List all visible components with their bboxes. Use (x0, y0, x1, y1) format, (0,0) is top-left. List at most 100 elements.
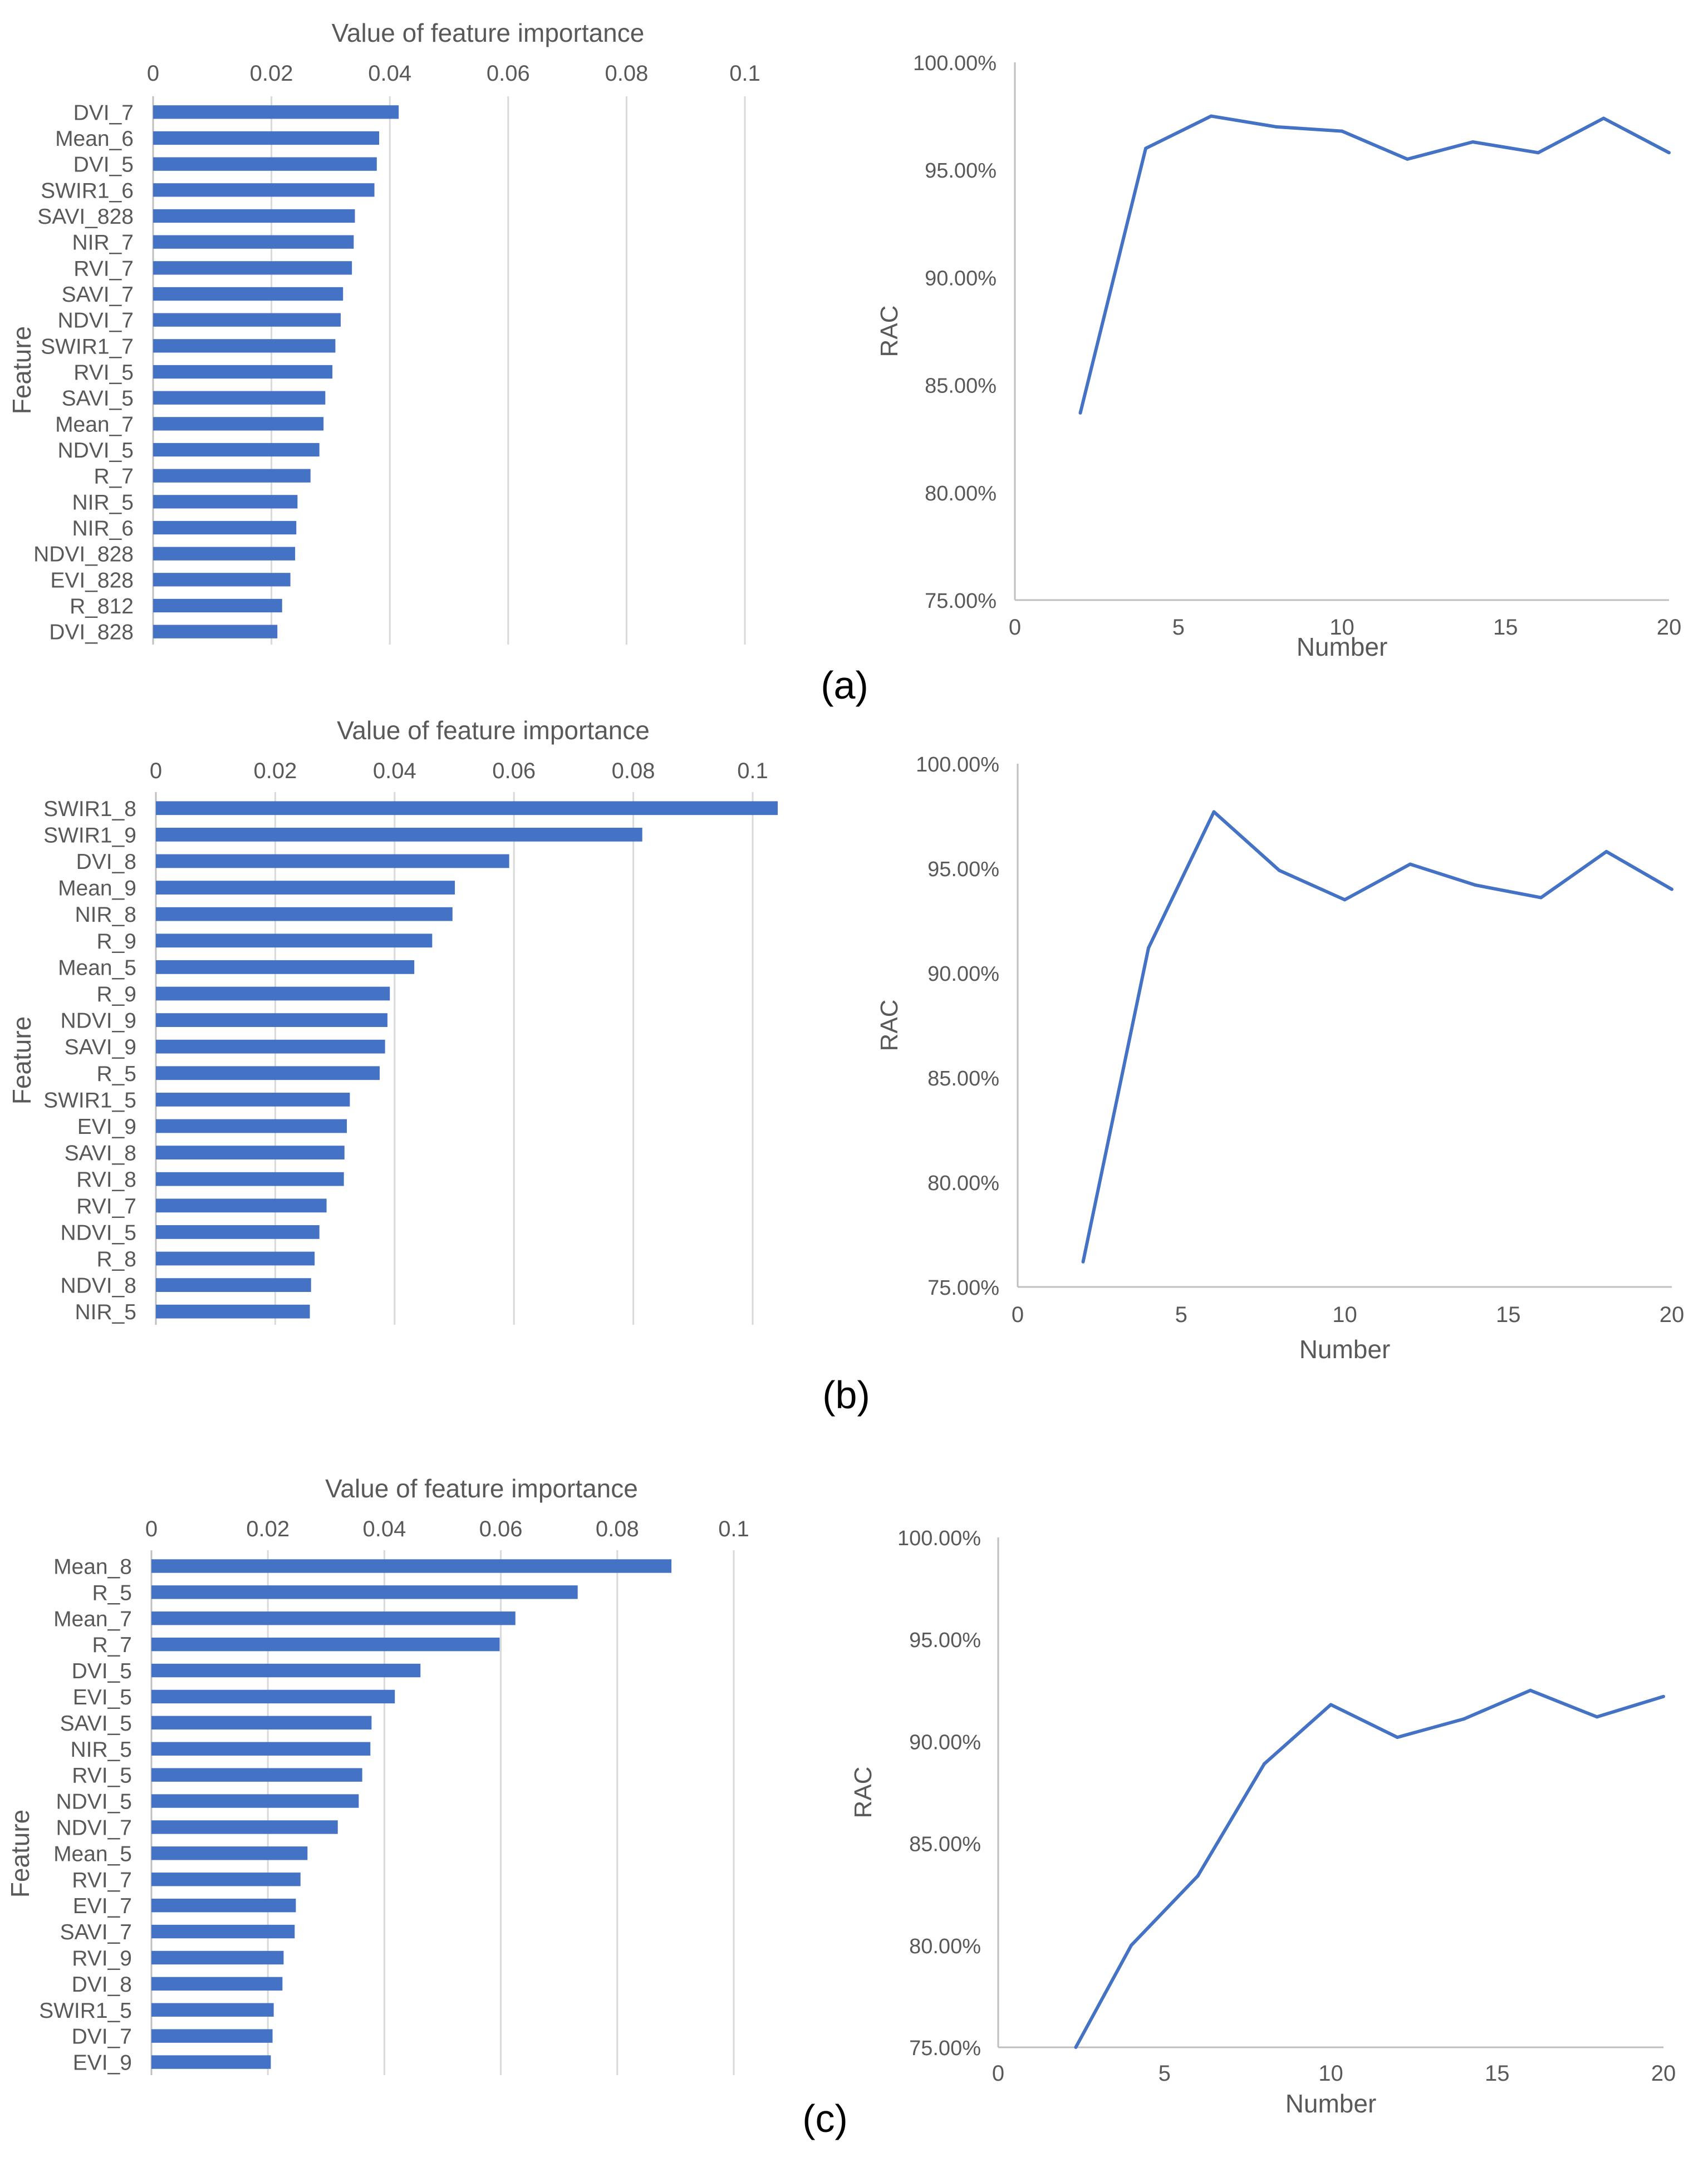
bar1-category-label: SAVI_828 (37, 205, 134, 229)
line3-point-5 (1396, 1736, 1399, 1739)
bar3-bar-11 (151, 1846, 308, 1860)
bar3-category-label: DVI_8 (72, 1973, 132, 1997)
bar1-bar-8 (153, 313, 341, 327)
bar3-category-label: NDVI_5 (56, 1790, 132, 1814)
bar1-bar-3 (153, 183, 375, 197)
bar3-category-label: R_7 (92, 1633, 132, 1657)
bar3-category-label: SAVI_5 (60, 1712, 132, 1736)
bar2-x-tick-label: 0 (150, 759, 162, 783)
line1-x-tick-label: 0 (1009, 615, 1021, 640)
line3-y-tick-label: 95.00% (909, 1629, 981, 1652)
bar2-category-label: Mean_5 (58, 956, 136, 980)
bar1-category-label: NDVI_7 (57, 309, 134, 333)
bar2-x-tick-label: 0.06 (492, 759, 536, 783)
bar1-category-label: EVI_828 (50, 568, 134, 592)
bar3-bar-19 (151, 2055, 271, 2069)
bar3-x-tick-label: 0.02 (246, 1517, 289, 1541)
bar3-category-label: RVI_5 (72, 1764, 132, 1788)
bar1-category-label: DVI_7 (73, 101, 134, 125)
line1-x-tick-label: 5 (1172, 615, 1185, 640)
bar1-bar-7 (153, 287, 343, 301)
bar2-category-label: NDVI_5 (60, 1221, 136, 1245)
line3-y-tick-label: 90.00% (909, 1731, 981, 1754)
bar3-bar-7 (151, 1742, 371, 1756)
bar1-bar-15 (153, 495, 298, 509)
bar1-category-label: R_7 (94, 465, 134, 489)
bar2-x-tick-label: 0.02 (253, 759, 297, 783)
bar2-category-label: NDVI_8 (60, 1274, 136, 1298)
line1-series-line (1078, 114, 1670, 414)
bar1-bar-19 (153, 598, 282, 613)
bar2-bar-18 (156, 1278, 311, 1292)
bar1-x-tick-label: 0.04 (368, 61, 411, 86)
bar3-category-label: NDVI_7 (56, 1816, 132, 1840)
bar3-bar-6 (151, 1716, 372, 1730)
bar2-category-label: SWIR1_8 (43, 797, 136, 821)
bar1-category-label: SWIR1_7 (41, 335, 134, 358)
bar3-bar-4 (151, 1663, 421, 1678)
bar2-bar-15 (156, 1198, 327, 1213)
bar3-category-label: R_5 (92, 1581, 132, 1605)
line3-point-2 (1196, 1874, 1200, 1878)
panel-label-b: (b) (822, 1373, 870, 1417)
line1-point-0 (1078, 411, 1082, 415)
line3-x-tick-label: 20 (1651, 2061, 1676, 2086)
bar2-category-label: RVI_7 (76, 1195, 136, 1218)
bar1-x-tick-label: 0.1 (729, 61, 760, 86)
line3-x-tick-label: 0 (992, 2061, 1004, 2086)
bar1-category-label: NDVI_5 (57, 439, 134, 463)
bar3-category-label: EVI_7 (73, 1894, 132, 1918)
bar2-bar-4 (156, 907, 453, 921)
bar3-bar-15 (151, 1950, 284, 1965)
bar1-bar-12 (153, 417, 324, 431)
bar3-bar-5 (151, 1689, 395, 1704)
line2-y-tick-label: 90.00% (927, 962, 999, 986)
bar2-bar-3 (156, 881, 455, 895)
line2-y-tick-label: 85.00% (927, 1067, 999, 1090)
bar1-title: Value of feature importance (332, 18, 645, 47)
bar1-category-label: DVI_828 (49, 621, 134, 645)
bar1-category-label: SAVI_7 (62, 283, 134, 307)
bar3-category-label: RVI_7 (72, 1868, 132, 1892)
bar1-bar-13 (153, 443, 320, 457)
bar3-category-label: SAVI_7 (60, 1920, 132, 1944)
bar3-bar-17 (151, 2003, 274, 2017)
bar2-category-label: NIR_8 (75, 903, 136, 927)
bar1-category-label: RVI_7 (73, 257, 134, 281)
bar1-category-label: SWIR1_6 (41, 179, 134, 203)
bar2-category-label: R_5 (96, 1062, 136, 1086)
bar3-bar-8 (151, 1768, 362, 1782)
line1-point-9 (1667, 151, 1671, 155)
bar1-x-tick-label: 0.06 (487, 61, 530, 86)
bar3-y-axis-title: Feature (6, 1810, 35, 1898)
bar2-title: Value of feature importance (337, 716, 650, 745)
panel-label-a: (a) (821, 664, 868, 707)
bar2-bar-0 (156, 801, 778, 815)
bar3-bar-0 (151, 1559, 672, 1573)
line3-point-3 (1263, 1762, 1266, 1766)
line3-point-4 (1329, 1703, 1333, 1707)
bar2-bar-11 (156, 1093, 350, 1107)
bar2-category-label: EVI_9 (77, 1115, 136, 1139)
line2-x-axis-title: Number (1299, 1335, 1391, 1364)
bar3-category-label: Mean_5 (53, 1842, 132, 1866)
bar3-x-tick-label: 0.06 (479, 1517, 523, 1541)
bar1-bar-11 (153, 391, 326, 405)
bar2-bar-16 (156, 1225, 320, 1239)
bar1-bar-17 (153, 547, 296, 561)
bar3-category-label: EVI_5 (73, 1685, 132, 1709)
bar3-bar-18 (151, 2029, 273, 2043)
bar2-category-label: RVI_8 (76, 1168, 136, 1192)
line2-point-0 (1081, 1260, 1085, 1264)
bar1-bar-2 (153, 157, 377, 171)
bar2-bar-13 (156, 1146, 345, 1159)
bar2-category-label: NDVI_9 (60, 1009, 136, 1033)
bar3-x-tick-label: 0.04 (362, 1517, 406, 1541)
bar1-bar-1 (153, 131, 380, 145)
bar1-x-tick-label: 0.08 (605, 61, 648, 86)
line1-point-7 (1537, 151, 1540, 155)
bar1-bar-14 (153, 469, 311, 483)
line3-y-tick-label: 75.00% (909, 2037, 981, 2060)
